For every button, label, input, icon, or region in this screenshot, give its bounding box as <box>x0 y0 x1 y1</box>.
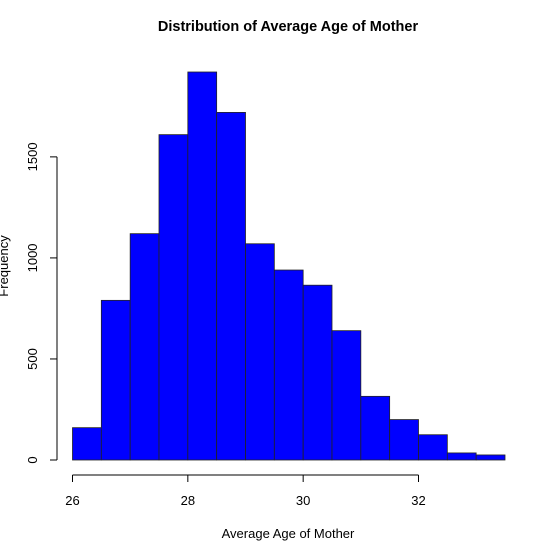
histogram-bar <box>331 330 362 461</box>
x-axis-label: Average Age of Mother <box>222 526 355 541</box>
histogram-bar <box>389 419 419 461</box>
histogram-bar <box>216 112 246 461</box>
x-tick-label: 28 <box>181 493 195 508</box>
histogram-bar <box>475 454 506 461</box>
histogram-bar <box>418 434 448 461</box>
chart-title: Distribution of Average Age of Mother <box>158 19 419 35</box>
y-axis: 0 500 1000 1500 <box>25 142 58 464</box>
histogram-bar <box>129 233 160 461</box>
histogram-bar <box>100 299 131 461</box>
x-tick-label: 32 <box>411 493 425 508</box>
y-tick-label: 1500 <box>25 142 40 171</box>
y-tick-label: 0 <box>25 456 40 463</box>
histogram-bar <box>446 452 477 461</box>
histogram-bar <box>72 427 102 461</box>
x-tick-label: 30 <box>296 493 310 508</box>
bars-group <box>72 71 506 461</box>
histogram-bar <box>302 284 333 461</box>
histogram-bar <box>187 71 218 461</box>
histogram-bar <box>273 269 304 461</box>
histogram-bar <box>158 134 189 461</box>
x-axis: 26 28 30 32 <box>65 474 426 508</box>
y-tick-label: 1000 <box>25 243 40 272</box>
histogram-bar <box>360 395 391 461</box>
histogram-bar <box>245 243 275 461</box>
x-tick-label: 26 <box>65 493 79 508</box>
y-tick-label: 500 <box>25 348 40 370</box>
y-axis-label: Frequency <box>0 235 11 297</box>
